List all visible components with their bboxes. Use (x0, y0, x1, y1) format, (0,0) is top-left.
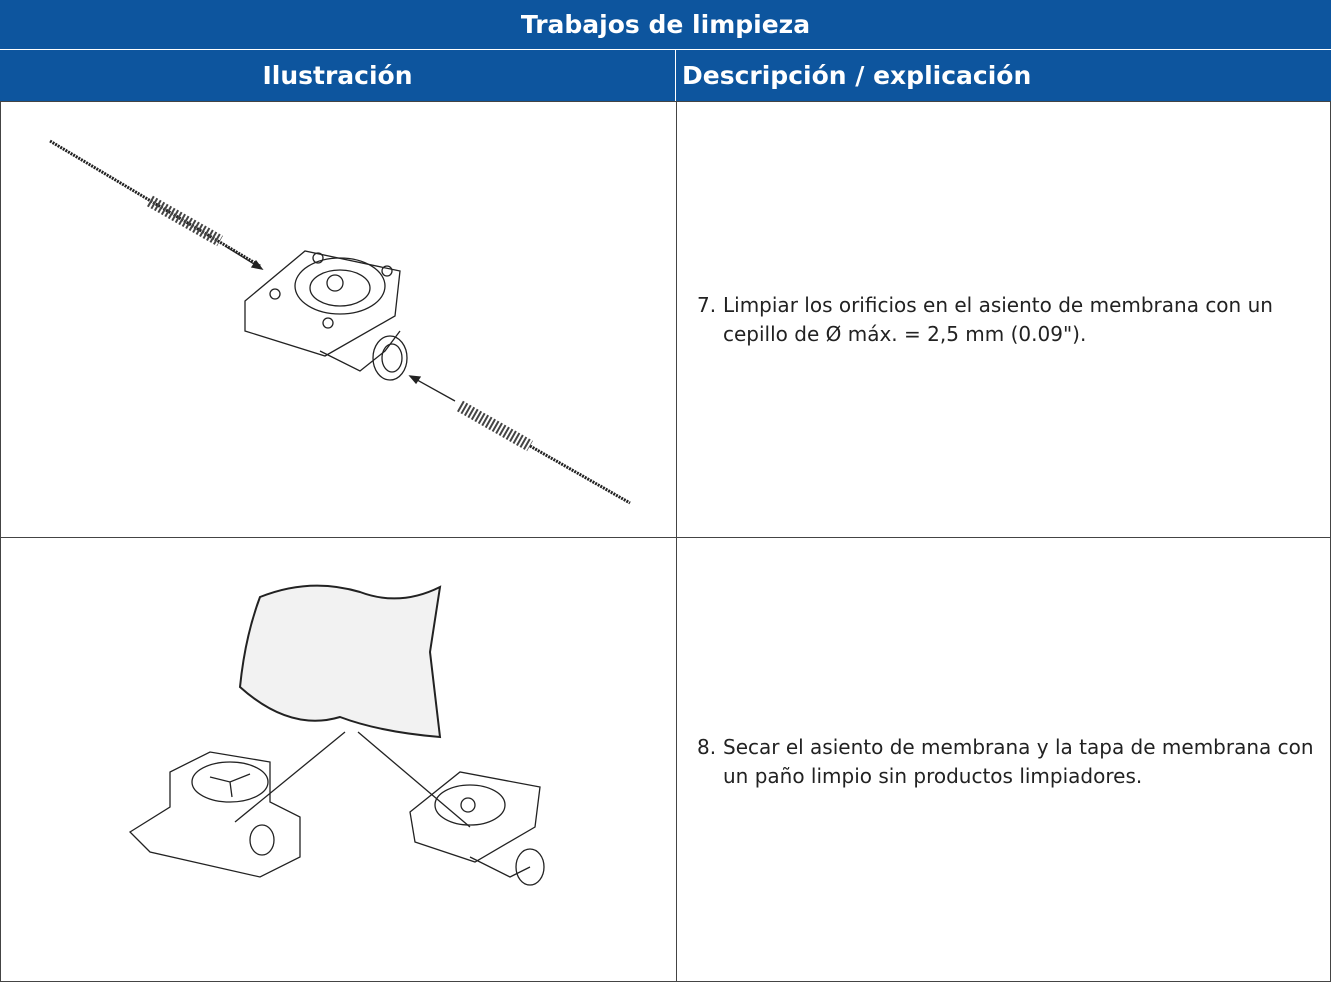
table-title: Trabajos de limpieza (0, 0, 1331, 50)
step-number: 7. (697, 293, 717, 317)
step-number: 8. (697, 735, 717, 759)
step-text: Secar el asiento de membrana y la tapa d… (723, 735, 1314, 788)
cloth-illustration (128, 584, 545, 886)
column-header: Ilustración (0, 50, 676, 101)
brush-illustration (49, 139, 631, 505)
column-header: Descripción / explicación (676, 50, 1331, 101)
step: 7. Limpiar los orificios en el asiento d… (697, 291, 1327, 349)
step: 8. Secar el asiento de membrana y la tap… (697, 733, 1327, 791)
step-text: Limpiar los orificios en el asiento de m… (723, 293, 1273, 346)
